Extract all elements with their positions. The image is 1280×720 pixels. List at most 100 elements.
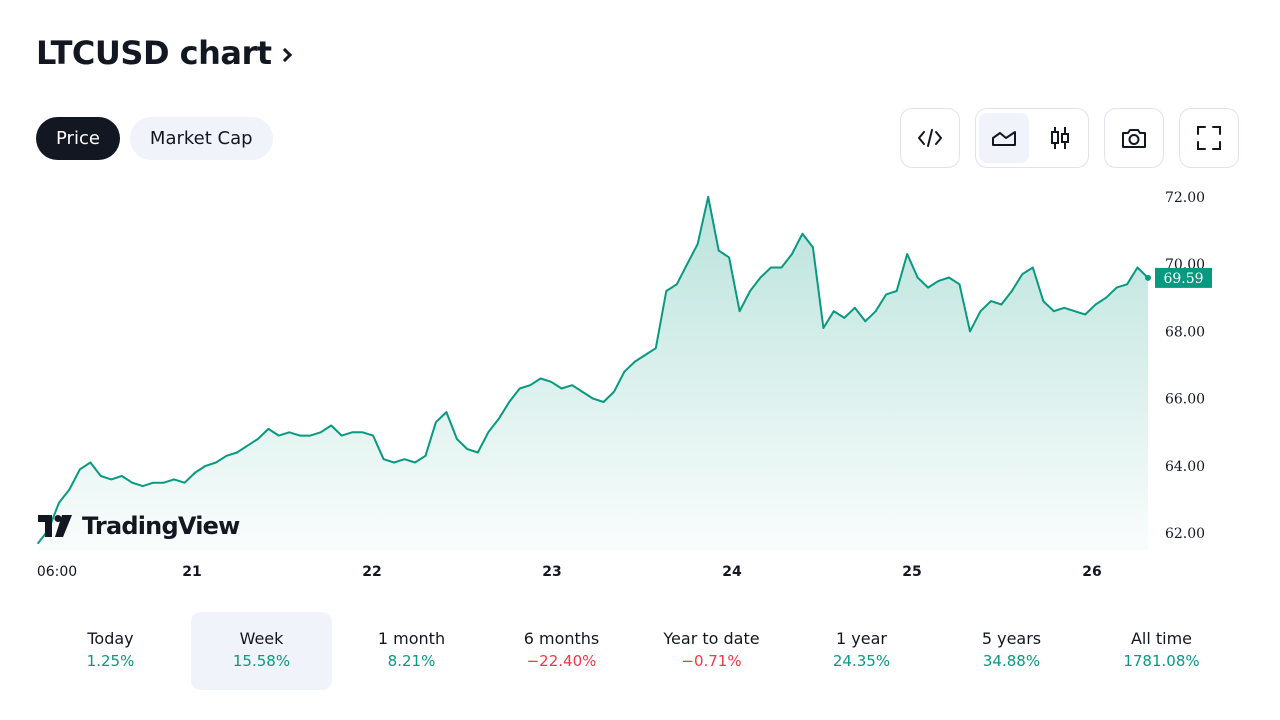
data-point	[1063, 307, 1065, 309]
data-point	[906, 253, 908, 255]
data-point	[550, 381, 552, 383]
data-point	[498, 418, 500, 420]
data-point	[937, 280, 940, 282]
page-title-text[interactable]: LTCUSD chart	[36, 34, 272, 72]
data-point	[456, 438, 458, 440]
data-point	[257, 438, 259, 440]
data-point	[1032, 266, 1034, 269]
data-point	[843, 317, 846, 319]
data-point	[330, 424, 333, 427]
data-point	[581, 391, 584, 393]
stat-value: 8.21%	[387, 652, 436, 670]
tab-price[interactable]: Price	[36, 117, 120, 160]
data-point	[634, 360, 636, 363]
data-point	[37, 542, 39, 545]
stat-1-month[interactable]: 1 month 8.21%	[341, 612, 482, 690]
data-point	[131, 481, 133, 484]
data-point	[696, 243, 699, 245]
tradingview-logo[interactable]: TradingView	[38, 512, 240, 540]
stat-value: 24.35%	[832, 652, 891, 670]
data-point	[1136, 266, 1139, 269]
area-chart-icon	[992, 131, 1016, 146]
data-point	[79, 468, 81, 471]
tab-market-cap[interactable]: Market Cap	[129, 117, 273, 160]
data-point	[885, 293, 887, 296]
data-point	[812, 246, 814, 249]
data-point	[707, 196, 709, 198]
data-point	[194, 471, 196, 474]
data-point	[477, 451, 479, 454]
snapshot-button[interactable]	[1104, 108, 1164, 168]
stat-week[interactable]: Week 15.58%	[191, 612, 332, 690]
data-point	[141, 485, 144, 487]
data-point	[445, 411, 448, 413]
data-point	[183, 481, 186, 484]
data-point	[424, 455, 427, 457]
data-point	[592, 397, 594, 400]
data-point	[571, 384, 573, 386]
stat-5-years[interactable]: 5 years 34.88%	[941, 612, 1082, 690]
data-point	[162, 481, 165, 484]
data-point	[340, 434, 343, 437]
stat-today[interactable]: Today 1.25%	[40, 612, 181, 690]
data-point	[372, 434, 374, 437]
data-point	[560, 387, 563, 390]
data-point	[414, 461, 416, 464]
time-axis: 06:00 21 22 23 24 25 26	[37, 564, 1102, 580]
data-point	[1021, 273, 1024, 275]
stat-value: 1.25%	[86, 652, 135, 670]
chevron-right-icon[interactable]	[277, 47, 292, 63]
data-point	[979, 310, 982, 312]
stat-value: −0.71%	[681, 652, 742, 670]
y-tick-label: 62.00	[1165, 526, 1205, 542]
data-point	[1053, 310, 1055, 312]
data-point	[990, 300, 992, 302]
stat-1-year[interactable]: 1 year 24.35%	[791, 612, 932, 690]
data-point	[948, 276, 950, 279]
stat-year-to-date[interactable]: Year to date −0.71%	[641, 612, 782, 690]
embed-button[interactable]	[900, 108, 960, 168]
fullscreen-icon	[1197, 126, 1221, 150]
data-point	[717, 249, 720, 252]
chart-plot-area	[37, 195, 1149, 551]
x-tick-label: 21	[182, 564, 201, 580]
data-point	[215, 461, 217, 464]
data-point	[665, 290, 668, 292]
data-point	[958, 283, 961, 286]
data-point	[1126, 283, 1128, 286]
data-point	[246, 444, 249, 447]
data-point	[382, 458, 385, 461]
data-point	[874, 310, 877, 312]
data-point	[1115, 286, 1118, 289]
data-point	[288, 431, 291, 434]
data-point	[644, 354, 647, 356]
candles-style-button[interactable]	[1035, 113, 1085, 163]
area-style-button[interactable]	[979, 113, 1029, 163]
data-point	[602, 401, 605, 403]
data-point	[864, 320, 867, 323]
data-point	[623, 370, 626, 373]
fullscreen-button[interactable]	[1179, 108, 1239, 168]
data-point	[89, 461, 92, 464]
data-point	[1105, 296, 1107, 299]
data-point	[927, 286, 929, 289]
chart-style-switcher	[975, 108, 1089, 168]
data-point	[1094, 303, 1097, 306]
data-point	[1011, 290, 1013, 292]
data-point	[267, 428, 270, 430]
stat-label: All time	[1130, 629, 1193, 648]
stat-label: Week	[239, 629, 284, 648]
stat-label: Year to date	[663, 629, 760, 648]
page-title[interactable]: LTCUSD chart	[36, 34, 292, 72]
camera-icon	[1122, 129, 1146, 148]
data-point	[529, 384, 531, 386]
last-price-marker	[1145, 274, 1151, 281]
data-point	[895, 290, 898, 292]
stat-all-time[interactable]: All time 1781.08%	[1091, 612, 1232, 690]
data-point	[204, 465, 207, 467]
y-tick-label: 64.00	[1165, 459, 1205, 475]
data-point	[309, 434, 312, 437]
stat-label: 1 month	[377, 629, 446, 648]
stat-6-months[interactable]: 6 months −22.40%	[491, 612, 632, 690]
